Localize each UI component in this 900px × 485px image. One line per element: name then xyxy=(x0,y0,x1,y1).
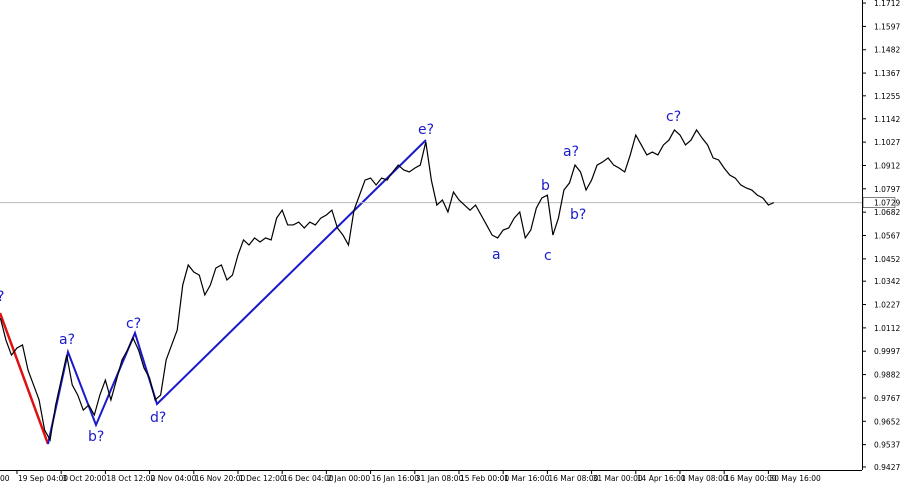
y-tick-label: 1.1027 xyxy=(874,138,900,147)
wave-label: b xyxy=(541,178,550,194)
wave-label: ? xyxy=(0,289,4,305)
y-tick-label: 1.0797 xyxy=(874,185,900,194)
y-tick-label: 1.0112 xyxy=(874,324,900,333)
y-tick-label: 1.1597 xyxy=(874,22,900,31)
y-tick-label: 1.1482 xyxy=(874,46,900,55)
wave-label: a xyxy=(492,247,501,263)
x-tick-label: 15 Feb 00:00 xyxy=(460,474,509,483)
wave-label: c? xyxy=(666,109,681,125)
y-tick-label: 1.1712 xyxy=(874,0,900,8)
wave-lines xyxy=(0,139,427,445)
x-tick-label: 14 Apr 16:00 xyxy=(637,474,686,483)
x-tick-label: 16 Mar 08:00 xyxy=(548,474,598,483)
y-tick-label: 1.1142 xyxy=(874,115,900,124)
y-tick-label: 1.0342 xyxy=(874,277,900,286)
x-tick-label: 18 Oct 12:00 xyxy=(106,474,155,483)
x-tick-label: 2 Jan 00:00 xyxy=(327,474,370,483)
wave-label: e? xyxy=(418,122,434,138)
x-tick-label: 16 Dec 04:00 xyxy=(283,474,334,483)
y-tick-label: 1.1255 xyxy=(874,92,900,101)
x-tick-label: 16 Nov 20:00 xyxy=(195,474,246,483)
x-tick-label: 31 Mar 00:00 xyxy=(593,474,643,483)
y-tick-label: 1.0567 xyxy=(874,232,900,241)
wave-line-blue xyxy=(47,139,427,445)
x-tick-label: 1 Dec 12:00 xyxy=(239,474,285,483)
y-tick-label: 0.9767 xyxy=(874,394,900,403)
x-tick-label: 19 Sep 04:00 xyxy=(18,474,68,483)
x-tick-label: 2 Nov 04:00 xyxy=(151,474,197,483)
y-tick-label: 0.9882 xyxy=(874,371,900,380)
x-tick-label: 1 May 08:00 xyxy=(681,474,728,483)
x-tick-label: 30 May 16:00 xyxy=(769,474,821,483)
wave-label: a? xyxy=(563,144,579,160)
y-tick-label: 1.0912 xyxy=(874,161,900,170)
x-tick-label: 16 May 00:00 xyxy=(725,474,777,483)
x-tick-label: 3 Oct 20:00 xyxy=(62,474,106,483)
price-line xyxy=(0,128,775,442)
y-tick-label: 1.0682 xyxy=(874,208,900,217)
y-tick-label: 1.0227 xyxy=(874,301,900,310)
current-price-box xyxy=(862,197,896,208)
wave-label: a? xyxy=(59,332,75,348)
wave-label: c xyxy=(544,248,552,264)
wave-label: b? xyxy=(88,429,104,445)
y-tick-label: 1.0452 xyxy=(874,255,900,264)
wave-label: b? xyxy=(570,207,586,223)
y-tick-label: 0.9997 xyxy=(874,347,900,356)
x-tick-label: 1 Mar 16:00 xyxy=(504,474,550,483)
y-tick-label: 0.9427 xyxy=(874,463,900,472)
x-tick-label: 31 Jan 08:00 xyxy=(416,474,464,483)
y-tick-label: 0.9537 xyxy=(874,441,900,450)
x-tick-label: 16 Jan 16:00 xyxy=(372,474,420,483)
wave-label: c? xyxy=(126,316,141,332)
x-tick-label: 00 xyxy=(0,474,10,483)
wave-label: d? xyxy=(150,410,166,426)
y-tick-label: 0.9652 xyxy=(874,417,900,426)
wave-line-red xyxy=(0,312,50,445)
y-tick-label: 1.1367 xyxy=(874,69,900,78)
current-price-label: 1.0729 xyxy=(874,199,900,208)
